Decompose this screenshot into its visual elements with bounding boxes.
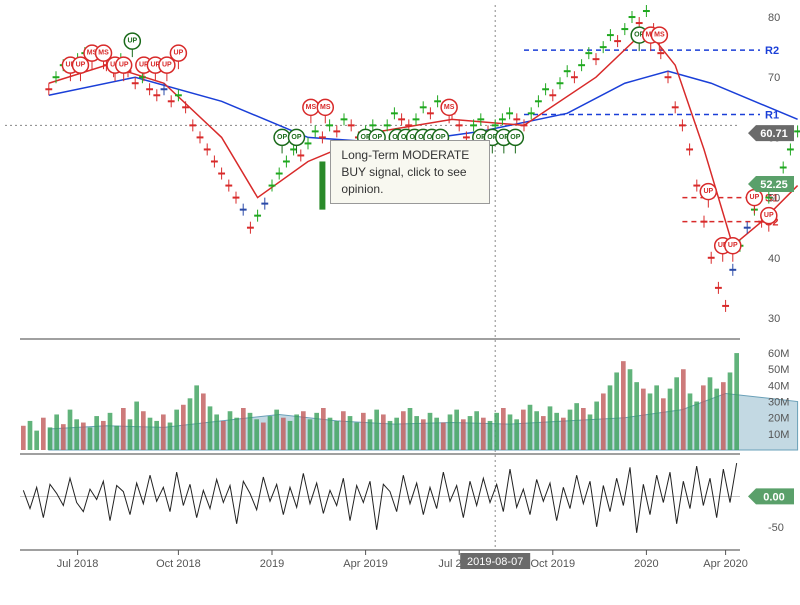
svg-text:OP: OP — [291, 134, 301, 141]
svg-text:MS: MS — [654, 32, 665, 39]
svg-text:50: 50 — [768, 193, 780, 205]
svg-text:UP: UP — [728, 242, 738, 249]
signal-ms[interactable]: MS — [317, 99, 333, 123]
svg-text:40: 40 — [768, 253, 780, 265]
svg-text:Oct 2019: Oct 2019 — [530, 558, 575, 570]
signal-tooltip[interactable]: Long-Term MODERATE BUY signal, click to … — [330, 140, 490, 204]
svg-text:2019: 2019 — [260, 558, 284, 570]
svg-text:MS: MS — [444, 104, 455, 111]
svg-text:MS: MS — [320, 104, 331, 111]
signal-up[interactable]: UP — [725, 238, 741, 262]
svg-text:0.00: 0.00 — [763, 491, 784, 503]
svg-text:UP: UP — [764, 212, 774, 219]
svg-text:-50: -50 — [768, 522, 784, 534]
svg-text:MS: MS — [98, 50, 109, 57]
svg-text:80: 80 — [768, 12, 780, 24]
signal-ms[interactable]: MS — [651, 27, 667, 51]
svg-text:OP: OP — [277, 134, 287, 141]
svg-text:50M: 50M — [768, 364, 789, 376]
svg-text:70: 70 — [768, 72, 780, 84]
signal-op[interactable]: OP — [274, 129, 290, 153]
svg-text:30M: 30M — [768, 397, 789, 409]
svg-text:60M: 60M — [768, 348, 789, 360]
svg-text:UP: UP — [119, 62, 129, 69]
svg-text:UP: UP — [162, 62, 172, 69]
svg-text:60.71: 60.71 — [760, 128, 788, 140]
svg-text:UP: UP — [127, 38, 137, 45]
signal-ms[interactable]: MS — [303, 99, 319, 123]
svg-text:30: 30 — [768, 313, 780, 325]
svg-text:R2: R2 — [765, 45, 779, 57]
svg-text:Jul 2018: Jul 2018 — [57, 558, 99, 570]
svg-text:2020: 2020 — [634, 558, 658, 570]
signal-op[interactable]: OP — [507, 129, 523, 153]
signal-up[interactable]: UP — [746, 190, 762, 214]
svg-text:20M: 20M — [768, 413, 789, 425]
svg-text:Oct 2018: Oct 2018 — [156, 558, 201, 570]
signal-up[interactable]: UP — [124, 33, 140, 57]
svg-text:10M: 10M — [768, 429, 789, 441]
svg-text:40M: 40M — [768, 380, 789, 392]
signal-up[interactable]: UP — [159, 57, 175, 81]
signal-up[interactable]: UP — [700, 184, 716, 208]
svg-text:Apr 2020: Apr 2020 — [703, 558, 748, 570]
svg-text:MS: MS — [306, 104, 317, 111]
svg-text:OP: OP — [510, 134, 520, 141]
svg-text:UP: UP — [76, 62, 86, 69]
svg-text:52.25: 52.25 — [760, 179, 788, 191]
svg-text:UP: UP — [703, 188, 713, 195]
svg-text:Apr 2019: Apr 2019 — [343, 558, 388, 570]
signal-up[interactable]: UP — [116, 57, 132, 81]
signal-up[interactable]: UP — [72, 57, 88, 81]
stock-chart[interactable]: R2R1S1S2304050607080UPUPMSMSUPUPUPUPUPUP… — [0, 0, 800, 600]
svg-text:UP: UP — [750, 194, 760, 201]
svg-text:UP: UP — [174, 50, 184, 57]
svg-text:2019-08-07: 2019-08-07 — [467, 556, 523, 568]
